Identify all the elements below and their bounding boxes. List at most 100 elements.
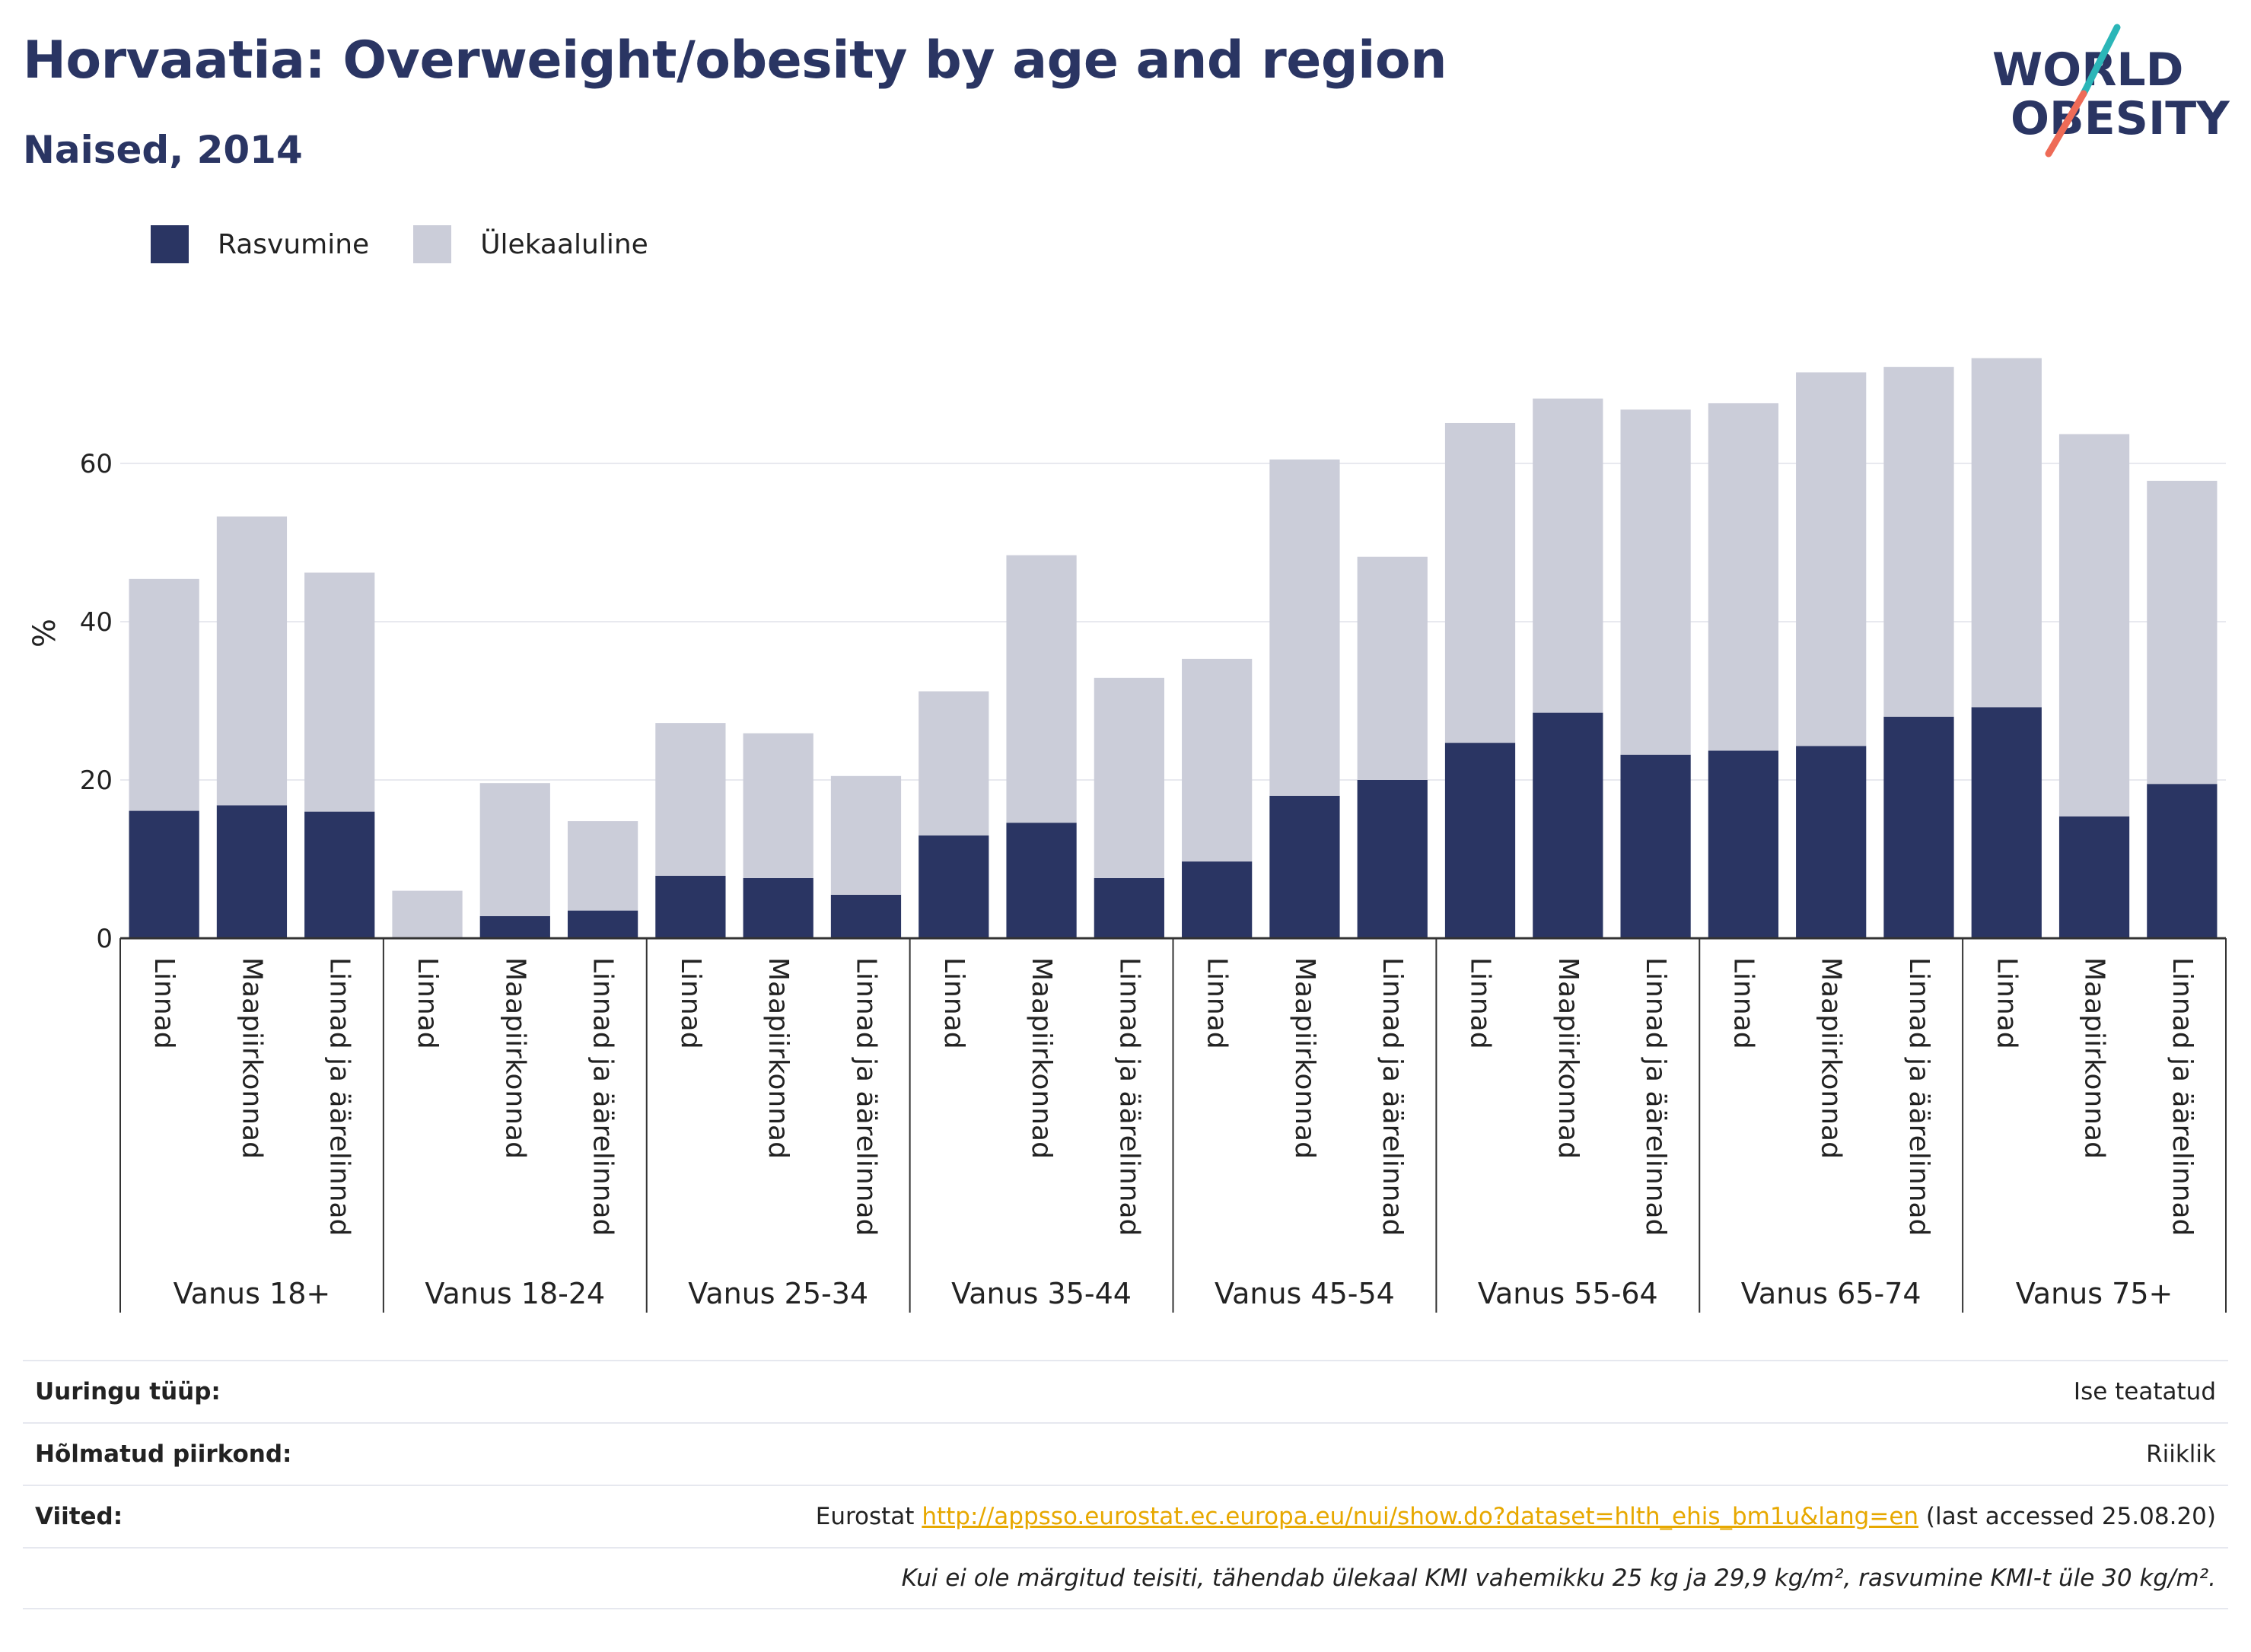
legend-item-obesity[interactable]: Rasvumine bbox=[151, 225, 369, 263]
x-category-label: Maapiirkonnad bbox=[499, 957, 530, 1159]
x-category-label: Linnad ja äärelinnad bbox=[1903, 957, 1934, 1236]
x-category-label: Linnad ja äärelinnad bbox=[2167, 957, 2198, 1236]
x-category-label: Linnad bbox=[1465, 957, 1496, 1049]
x-category-label: Linnad bbox=[148, 957, 180, 1049]
x-category-label: Maapiirkonnad bbox=[1026, 957, 1057, 1159]
x-category-label: Maapiirkonnad bbox=[236, 957, 267, 1159]
legend-item-overweight[interactable]: Ülekaaluline bbox=[413, 225, 648, 263]
y-tick-label: 0 bbox=[96, 924, 113, 954]
meta-row-survey-type: Uuringu tüüp: Ise teatatud bbox=[23, 1360, 2228, 1422]
meta-row-note: Kui ei ole märgitud teisiti, tähendab ül… bbox=[23, 1547, 2228, 1609]
bar-obesity bbox=[1006, 823, 1077, 938]
logo-slash-coral bbox=[2045, 90, 2087, 158]
x-group-label: Vanus 18-24 bbox=[425, 1277, 605, 1310]
x-category-label: Linnad ja äärelinnad bbox=[324, 957, 355, 1236]
x-category-label: Linnad ja äärelinnad bbox=[587, 957, 619, 1236]
bar-overweight bbox=[830, 775, 902, 895]
y-axis-label: % bbox=[27, 619, 62, 648]
meta-value-survey-type: Ise teatatud bbox=[2073, 1378, 2216, 1405]
bar-overweight bbox=[1883, 367, 1954, 717]
bar-obesity bbox=[919, 835, 989, 938]
bar-overweight bbox=[567, 821, 638, 911]
bar-obesity bbox=[1708, 750, 1779, 938]
x-category-label: Maapiirkonnad bbox=[763, 957, 794, 1159]
bar-obesity bbox=[129, 810, 199, 938]
bar-obesity bbox=[1971, 707, 2042, 938]
x-category-label: Linnad bbox=[1202, 957, 1233, 1049]
x-category-label: Linnad ja äärelinnad bbox=[1377, 957, 1408, 1236]
x-category-label: Maapiirkonnad bbox=[1816, 957, 1847, 1159]
bar-overweight bbox=[2058, 434, 2130, 816]
bar-obesity bbox=[1796, 746, 1867, 938]
legend-swatch-overweight bbox=[413, 225, 452, 263]
bar-overweight bbox=[1182, 658, 1253, 862]
legend-label-overweight: Ülekaaluline bbox=[480, 228, 648, 260]
y-tick-label: 40 bbox=[80, 607, 113, 638]
bar-obesity bbox=[1182, 861, 1253, 938]
bar-overweight bbox=[655, 723, 726, 876]
bar-obesity bbox=[2058, 816, 2130, 938]
x-category-label: Linnad bbox=[412, 957, 443, 1049]
bar-overweight bbox=[1006, 555, 1077, 823]
x-category-label: Linnad ja äärelinnad bbox=[1113, 957, 1145, 1236]
x-category-label: Maapiirkonnad bbox=[1289, 957, 1320, 1159]
reference-accessed: (last accessed 25.08.20) bbox=[1925, 1503, 2216, 1530]
world-obesity-logo: WORLD OBESITY bbox=[1992, 24, 2230, 158]
meta-label-references: Viited: bbox=[35, 1503, 123, 1530]
bar-overweight bbox=[216, 516, 288, 806]
legend: Rasvumine Ülekaaluline bbox=[151, 225, 692, 263]
x-category-label: Maapiirkonnad bbox=[2079, 957, 2110, 1159]
bar-obesity bbox=[1357, 780, 1428, 938]
bar-obesity bbox=[304, 811, 375, 938]
meta-label-survey-type: Uuringu tüüp: bbox=[35, 1378, 221, 1405]
bar-obesity bbox=[743, 877, 813, 938]
bar-overweight bbox=[1620, 409, 1691, 755]
bar-obesity bbox=[1094, 877, 1164, 938]
meta-label-area: Hõlmatud piirkond: bbox=[35, 1440, 292, 1468]
reference-source: Eurostat bbox=[815, 1503, 915, 1530]
logo-line-2: OBESITY bbox=[2011, 92, 2230, 145]
bar-obesity bbox=[479, 915, 550, 938]
meta-row-references: Viited: Eurostat http://appsso.eurostat.… bbox=[23, 1485, 2228, 1547]
x-category-label: Linnad bbox=[938, 957, 969, 1049]
y-tick-label: 60 bbox=[80, 449, 113, 479]
bar-overweight bbox=[2147, 480, 2218, 785]
bar-overweight bbox=[1796, 372, 1867, 746]
x-group-label: Vanus 55-64 bbox=[1478, 1277, 1658, 1310]
bar-overweight bbox=[1357, 556, 1428, 780]
bar-obesity bbox=[2147, 784, 2218, 938]
x-category-label: Linnad bbox=[1727, 957, 1759, 1049]
bar-obesity bbox=[830, 894, 902, 938]
bar-obesity bbox=[216, 805, 288, 938]
bar-overweight bbox=[1094, 677, 1164, 878]
logo-slash-teal bbox=[2080, 24, 2121, 97]
bar-obesity bbox=[567, 910, 638, 938]
x-group-label: Vanus 35-44 bbox=[951, 1277, 1132, 1310]
bar-obesity bbox=[1533, 712, 1603, 938]
x-group-label: Vanus 45-54 bbox=[1215, 1277, 1395, 1310]
definition-note: Kui ei ole märgitud teisiti, tähendab ül… bbox=[901, 1564, 2216, 1592]
meta-value-references: Eurostat http://appsso.eurostat.ec.europ… bbox=[816, 1503, 2216, 1530]
x-category-label: Linnad bbox=[1991, 957, 2022, 1049]
bar-obesity bbox=[1269, 795, 1340, 938]
reference-link[interactable]: http://appsso.eurostat.ec.europa.eu/nui/… bbox=[922, 1503, 1919, 1530]
bar-overweight bbox=[1269, 459, 1340, 796]
bar-overweight bbox=[1971, 358, 2042, 708]
page-subtitle: Naised, 2014 bbox=[23, 128, 303, 172]
bar-obesity bbox=[1620, 754, 1691, 938]
bar-overweight bbox=[1533, 398, 1603, 713]
legend-swatch-obesity bbox=[151, 225, 189, 263]
bar-obesity bbox=[1444, 743, 1516, 938]
meta-table: Uuringu tüüp: Ise teatatud Hõlmatud piir… bbox=[23, 1360, 2228, 1609]
bar-overweight bbox=[304, 572, 375, 812]
bar-overweight bbox=[1708, 403, 1779, 751]
bar-overweight bbox=[919, 691, 989, 836]
bar-overweight bbox=[392, 890, 463, 938]
bar-overweight bbox=[479, 783, 550, 916]
x-group-label: Vanus 75+ bbox=[2016, 1277, 2173, 1310]
bar-obesity bbox=[1883, 716, 1954, 938]
y-tick-label: 20 bbox=[80, 766, 113, 796]
legend-label-obesity: Rasvumine bbox=[218, 228, 370, 260]
x-group-label: Vanus 18+ bbox=[174, 1277, 331, 1310]
x-category-label: Linnad ja äärelinnad bbox=[850, 957, 881, 1236]
